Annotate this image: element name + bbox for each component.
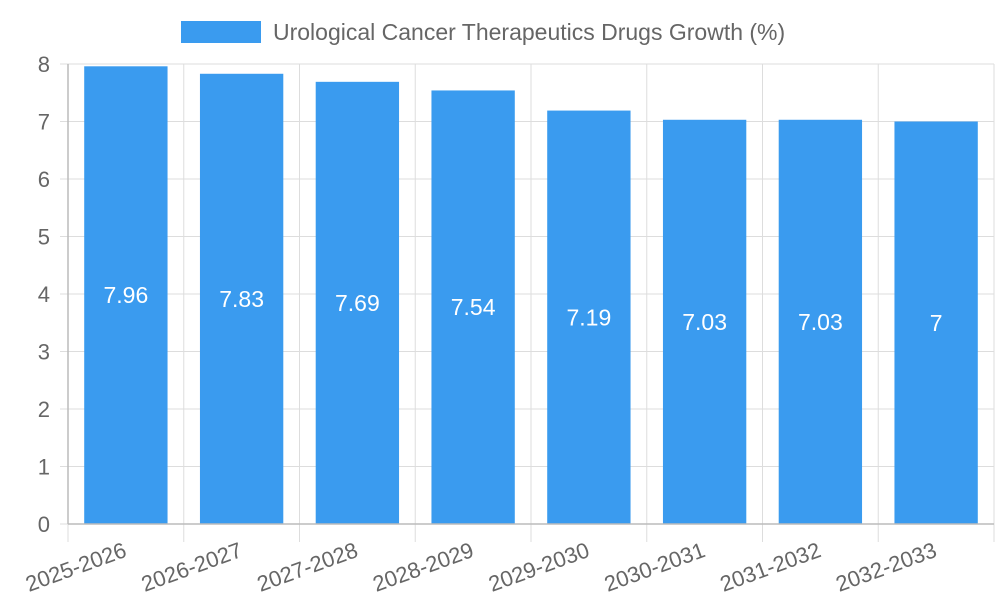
- y-axis-ticks: 0 1 2 3 4 5 6 7 8: [38, 52, 50, 537]
- bar[interactable]: [199, 73, 284, 525]
- x-tick-label: 2027-2028: [254, 537, 361, 596]
- y-tick-label: 0: [38, 512, 50, 537]
- x-tick-label: 2028-2029: [369, 537, 476, 596]
- x-tick-label: 2029-2030: [485, 537, 592, 596]
- bar-value-label: 7.19: [566, 304, 611, 330]
- bar[interactable]: [778, 119, 863, 525]
- axes: [67, 64, 994, 525]
- bar[interactable]: [315, 81, 400, 524]
- bar-value-label: 7.83: [219, 286, 264, 312]
- x-tick-label: 2025-2026: [22, 537, 129, 596]
- x-tick-label: 2030-2031: [601, 537, 708, 596]
- y-tick-label: 3: [38, 340, 50, 365]
- bar-value-label: 7.69: [335, 290, 380, 316]
- bar-value-label: 7.03: [798, 309, 843, 335]
- bar-value-label: 7: [930, 310, 943, 336]
- bar[interactable]: [662, 119, 747, 525]
- legend[interactable]: Urological Cancer Therapeutics Drugs Gro…: [181, 19, 785, 45]
- x-tick-label: 2031-2032: [717, 537, 824, 596]
- y-tick-label: 7: [38, 110, 50, 135]
- bar[interactable]: [84, 66, 168, 525]
- y-tick-label: 6: [38, 167, 50, 192]
- bar[interactable]: [894, 121, 978, 525]
- y-tick-label: 4: [38, 282, 50, 307]
- x-tick-label: 2032-2033: [832, 537, 939, 596]
- legend-swatch: [181, 21, 261, 43]
- bar-value-label: 7.03: [682, 309, 727, 335]
- bar-value-label: 7.96: [103, 282, 148, 308]
- bar-data-labels: 7.96 7.83 7.69 7.54 7.19 7.03 7.03 7: [103, 282, 942, 336]
- x-axis-ticks: 2025-2026 2026-2027 2027-2028 2028-2029 2029…: [22, 537, 940, 596]
- bar-value-label: 7.54: [451, 294, 496, 320]
- legend-label: Urological Cancer Therapeutics Drugs Gro…: [273, 19, 785, 45]
- bar[interactable]: [547, 110, 631, 524]
- y-tick-label: 8: [38, 52, 50, 77]
- y-tick-label: 2: [38, 397, 50, 422]
- bars: [84, 66, 978, 525]
- bar[interactable]: [431, 90, 515, 524]
- x-tick-label: 2026-2027: [138, 537, 245, 596]
- y-tick-label: 5: [38, 225, 50, 250]
- y-tick-label: 1: [38, 455, 50, 480]
